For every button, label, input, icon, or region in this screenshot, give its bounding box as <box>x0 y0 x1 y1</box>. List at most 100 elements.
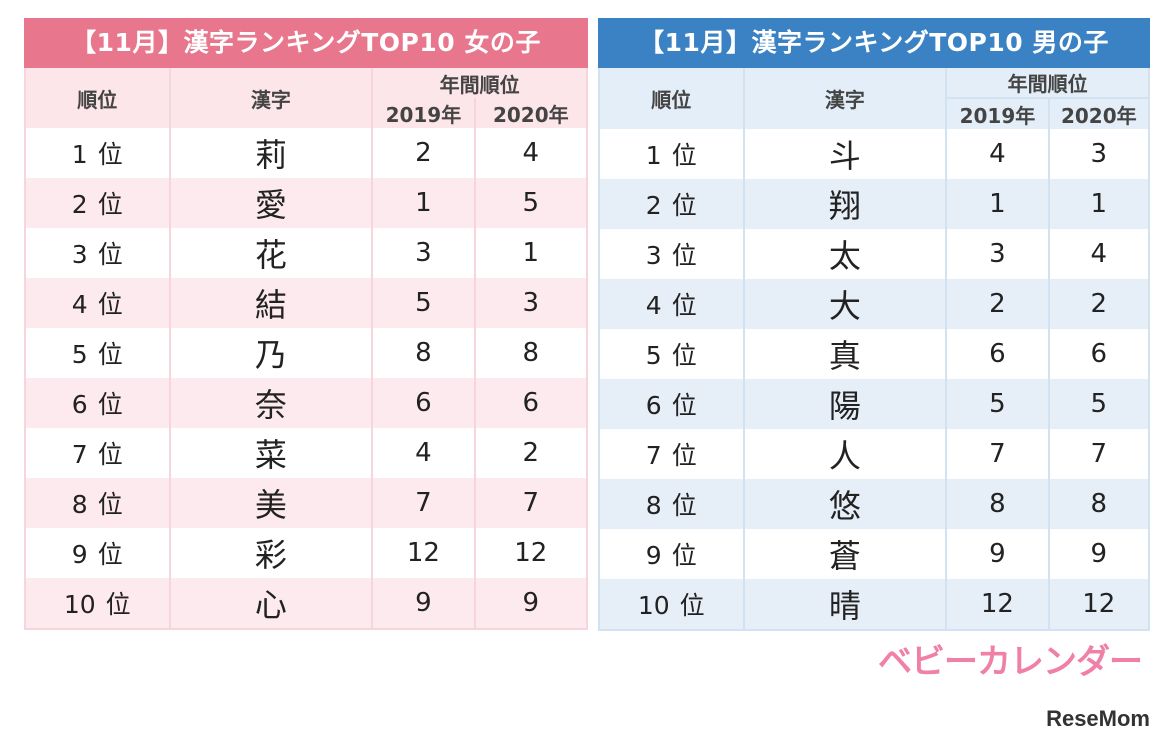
girls-2019-rank-cell: 7 <box>372 478 476 528</box>
girls-2020-rank-cell: 2 <box>474 428 587 478</box>
boys-rank-unit: 位 <box>671 291 697 320</box>
boys-2020-rank-cell: 3 <box>1048 129 1149 179</box>
boys-kanji-cell: 悠 <box>743 479 948 529</box>
boys-rank-number: 8 <box>645 491 662 520</box>
girls-2019-rank-cell: 12 <box>372 528 476 578</box>
boys-kanji-cell: 晴 <box>743 579 948 630</box>
girls-kanji-cell: 菜 <box>169 428 374 478</box>
boys-2019-rank-cell: 4 <box>946 129 1050 179</box>
girls-rank-number: 3 <box>71 240 88 269</box>
girls-table-row: 10 位心 9 9 <box>25 578 587 629</box>
girls-rank-number: 6 <box>71 390 88 419</box>
girls-kanji-cell: 結 <box>169 278 374 328</box>
boys-header-2020: 2020年 <box>1048 97 1149 129</box>
girls-rank-unit: 位 <box>97 190 123 219</box>
boys-2020-rank-cell: 6 <box>1048 329 1149 379</box>
girls-2019-rank-cell: 9 <box>372 578 476 629</box>
girls-rank-number: 10 <box>63 590 96 619</box>
girls-kanji-cell: 彩 <box>169 528 374 578</box>
girls-table-row: 9 位彩 12 12 <box>25 528 587 578</box>
boys-rank-number: 1 <box>645 141 662 170</box>
boys-ranking-panel: 【11月】漢字ランキングTOP10 男の子 順位 漢字 年間順位 2019年 2… <box>598 18 1150 631</box>
boys-kanji-cell: 大 <box>743 279 948 329</box>
girls-2019-rank-cell: 5 <box>372 278 476 328</box>
girls-rank-unit: 位 <box>97 540 123 569</box>
baby-calendar-logo: ベビーカレンダー <box>878 642 1143 682</box>
girls-rank-unit: 位 <box>97 290 123 319</box>
boys-rank-unit: 位 <box>679 591 705 620</box>
girls-2020-rank-cell: 3 <box>474 278 587 328</box>
boys-kanji-cell: 斗 <box>743 129 948 179</box>
girls-2019-rank-cell: 3 <box>372 228 476 278</box>
boys-kanji-cell: 蒼 <box>743 529 948 579</box>
girls-kanji-cell: 奈 <box>169 378 374 428</box>
boys-panel-title: 【11月】漢字ランキングTOP10 男の子 <box>598 18 1150 68</box>
girls-2019-rank-cell: 4 <box>372 428 476 478</box>
boys-header-kanji: 漢字 <box>743 68 948 129</box>
boys-header-2019: 2019年 <box>946 97 1050 129</box>
girls-2019-rank-cell: 8 <box>372 328 476 378</box>
girls-rank-unit: 位 <box>105 590 131 619</box>
boys-rank-unit: 位 <box>671 141 697 170</box>
boys-2020-rank-cell: 1 <box>1048 179 1149 229</box>
boys-rank-number: 10 <box>637 591 670 620</box>
girls-rank-unit: 位 <box>97 340 123 369</box>
boys-2019-rank-cell: 2 <box>946 279 1050 329</box>
girls-kanji-cell: 乃 <box>169 328 374 378</box>
boys-rank-number: 9 <box>645 541 662 570</box>
boys-rank-number: 4 <box>645 291 662 320</box>
girls-header-2020: 2020年 <box>474 98 587 128</box>
boys-2020-rank-cell: 7 <box>1048 429 1149 479</box>
girls-2019-rank-cell: 6 <box>372 378 476 428</box>
girls-rank-number: 4 <box>71 290 88 319</box>
boys-2019-rank-cell: 7 <box>946 429 1050 479</box>
girls-kanji-cell: 美 <box>169 478 374 528</box>
boys-2020-rank-cell: 4 <box>1048 229 1149 279</box>
boys-2020-rank-cell: 2 <box>1048 279 1149 329</box>
boys-rank-cell: 10 位 <box>599 579 745 630</box>
girls-rank-number: 8 <box>71 490 88 519</box>
girls-rank-number: 2 <box>71 190 88 219</box>
girls-kanji-cell: 愛 <box>169 178 374 228</box>
boys-2019-rank-cell: 6 <box>946 329 1050 379</box>
boys-table-row: 10 位晴 12 12 <box>599 579 1149 630</box>
boys-header-annual: 年間順位 <box>946 68 1149 98</box>
boys-2019-rank-cell: 1 <box>946 179 1050 229</box>
girls-2020-rank-cell: 7 <box>474 478 587 528</box>
girls-rank-number: 5 <box>71 340 88 369</box>
girls-rank-number: 9 <box>71 540 88 569</box>
girls-2020-rank-cell: 6 <box>474 378 587 428</box>
boys-rank-number: 7 <box>645 441 662 470</box>
boys-kanji-cell: 翔 <box>743 179 948 229</box>
girls-2020-rank-cell: 4 <box>474 128 587 178</box>
boys-rank-number: 3 <box>645 241 662 270</box>
girls-header-2019: 2019年 <box>372 98 476 128</box>
girls-rank-unit: 位 <box>97 440 123 469</box>
boys-rank-unit: 位 <box>671 541 697 570</box>
